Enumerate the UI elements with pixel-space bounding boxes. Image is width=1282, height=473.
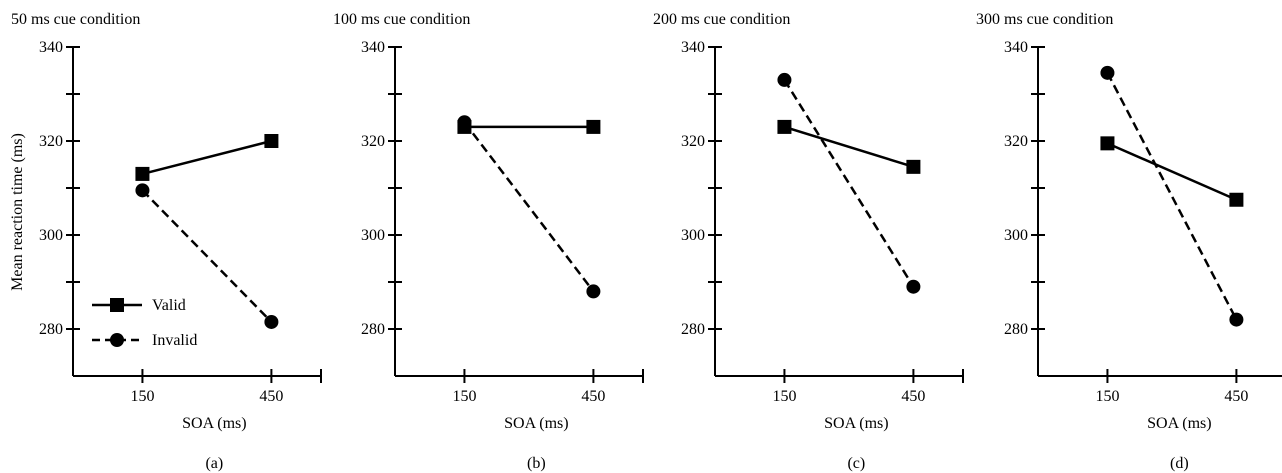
legend: Valid Invalid — [92, 297, 197, 349]
x-axis-label: SOA (ms) — [824, 415, 888, 432]
series-invalid — [457, 115, 601, 299]
series-invalid — [135, 183, 279, 329]
y-tick-label: 300 — [39, 227, 63, 244]
series-line-valid — [142, 139, 272, 176]
y-tick-label: 300 — [361, 227, 385, 244]
y-tick-label: 300 — [1004, 227, 1028, 244]
series-valid — [777, 119, 921, 174]
x-tick-label: 450 — [901, 388, 925, 405]
y-tick-label: 340 — [681, 39, 705, 56]
legend-entry-valid: Valid — [92, 297, 186, 314]
panel-4: 300 ms cue condition 280 300 320 340 150 450 SO… — [976, 11, 1282, 472]
data-point-square — [264, 134, 279, 148]
y-tick-label: 320 — [361, 133, 385, 150]
x-tick-label: 450 — [259, 388, 283, 405]
legend-marker-circle — [110, 333, 124, 347]
series-line-invalid — [783, 79, 915, 288]
y-tick-label: 280 — [361, 321, 385, 338]
data-point-square — [906, 159, 921, 174]
data-point-circle — [777, 72, 792, 87]
legend-entry-invalid: Invalid — [92, 332, 197, 349]
data-point-circle — [586, 284, 601, 299]
panel-label: (d) — [1170, 455, 1189, 472]
data-point-circle — [457, 115, 472, 130]
data-point-circle — [135, 183, 150, 198]
data-point-circle — [1229, 312, 1244, 327]
panel-title: 200 ms cue condition — [653, 11, 790, 28]
shared-ylabel: Mean reaction time (ms) — [9, 133, 26, 291]
y-tick-label: 320 — [681, 133, 705, 150]
panels: 50 ms cue condition 280 300 320 340 150 450 SOA… — [11, 11, 1282, 472]
panel-label: (a) — [205, 455, 223, 472]
y-tick-label: 300 — [681, 227, 705, 244]
data-point-square — [135, 166, 150, 181]
x-tick-label: 150 — [130, 388, 154, 405]
series-line-invalid — [141, 189, 273, 323]
y-tick-label: 320 — [39, 133, 63, 150]
y-tick-label: 340 — [1004, 39, 1028, 56]
x-tick-label: 450 — [581, 388, 605, 405]
series-line-valid — [784, 125, 914, 169]
y-tick-label: 320 — [1004, 133, 1028, 150]
data-point-circle — [264, 314, 279, 329]
series-line-valid — [1106, 142, 1237, 201]
panel-1: 50 ms cue condition 280 300 320 340 150 450 SOA… — [11, 11, 322, 472]
legend-label: Valid — [152, 297, 186, 314]
series-valid — [457, 119, 601, 134]
y-tick-label: 280 — [39, 321, 63, 338]
data-point-circle — [1100, 65, 1115, 80]
data-point-square — [777, 119, 792, 134]
series-valid — [135, 134, 279, 181]
panel-2: 100 ms cue condition 280 300 320 340 150 450 SO… — [333, 11, 644, 472]
series-line-invalid — [1106, 72, 1238, 321]
panel-title: 300 ms cue condition — [976, 11, 1113, 28]
data-point-square — [1229, 192, 1244, 207]
legend-label: Invalid — [152, 332, 197, 349]
series-line-invalid — [463, 121, 595, 293]
x-tick-label: 150 — [1095, 388, 1119, 405]
x-tick-label: 450 — [1224, 388, 1248, 405]
x-axis-label: SOA (ms) — [182, 415, 246, 432]
y-tick-label: 280 — [1004, 321, 1028, 338]
panel-title: 50 ms cue condition — [11, 11, 140, 28]
data-point-square — [586, 119, 601, 134]
x-tick-label: 150 — [452, 388, 476, 405]
y-tick-label: 340 — [361, 39, 385, 56]
x-axis-label: SOA (ms) — [1147, 415, 1211, 432]
y-tick-label: 340 — [39, 39, 63, 56]
panel-title: 100 ms cue condition — [333, 11, 470, 28]
data-point-square — [1100, 136, 1115, 151]
panel-3: 200 ms cue condition 280 300 320 340 150 450 SO… — [653, 11, 964, 472]
x-tick-label: 150 — [772, 388, 796, 405]
data-point-circle — [906, 279, 921, 294]
x-axis-label: SOA (ms) — [504, 415, 568, 432]
y-tick-label: 280 — [681, 321, 705, 338]
series-valid — [1100, 136, 1244, 207]
legend-marker-square — [110, 298, 124, 312]
panel-label: (b) — [527, 455, 546, 472]
series-invalid — [777, 72, 921, 294]
panel-label: (c) — [847, 455, 865, 472]
series-invalid — [1100, 65, 1244, 327]
